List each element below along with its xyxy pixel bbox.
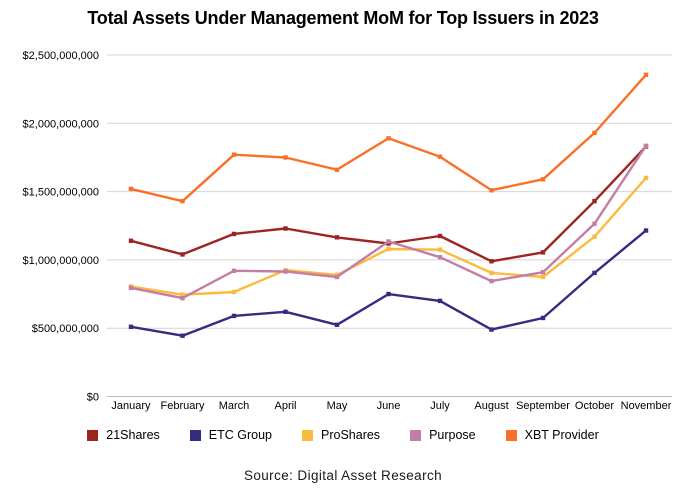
data-point-marker — [643, 175, 649, 181]
data-point-marker — [489, 327, 494, 332]
data-point-marker — [489, 259, 494, 264]
x-axis-tick-label: September — [516, 400, 570, 412]
data-point-marker — [643, 72, 649, 78]
data-point-marker — [489, 188, 494, 193]
legend-label: ProShares — [321, 428, 381, 442]
legend-swatch-icon — [87, 429, 99, 441]
x-axis-tick-label: February — [160, 400, 205, 412]
data-point-marker — [180, 295, 185, 301]
data-point-marker — [386, 291, 391, 297]
legend-label: Purpose — [429, 428, 476, 442]
x-axis-tick-label: April — [274, 400, 296, 412]
data-point-marker — [540, 250, 546, 255]
data-point-marker — [540, 315, 546, 321]
data-point-marker — [437, 298, 443, 304]
data-point-marker — [128, 285, 134, 291]
x-axis-tick-label: May — [327, 400, 348, 412]
data-point-marker — [128, 186, 134, 192]
data-point-marker — [180, 198, 185, 204]
data-point-marker — [592, 198, 597, 204]
chart-legend: 21Shares ETC Group ProShares Purpose XBT Pro… — [0, 428, 686, 442]
data-point-marker — [231, 313, 237, 319]
legend-swatch-icon — [505, 429, 517, 441]
y-axis-tick-label: $1,000,000,000 — [23, 255, 99, 267]
legend-item-proshares: ProShares — [302, 428, 380, 442]
y-axis-tick-label: $1,500,000,000 — [23, 187, 99, 199]
x-axis-tick-label: July — [430, 400, 450, 412]
y-axis-tick-label: $0 — [87, 392, 99, 404]
data-point-marker — [128, 238, 134, 243]
x-axis-tick-label: March — [219, 400, 250, 412]
x-axis-tick-label: August — [474, 400, 508, 412]
data-point-marker — [231, 231, 237, 237]
data-point-marker — [334, 235, 340, 240]
x-axis-tick-label: June — [377, 400, 401, 412]
data-point-marker — [180, 252, 185, 257]
legend-item-purpose: Purpose — [410, 428, 476, 442]
legend-label: XBT Provider — [524, 428, 599, 442]
data-point-marker — [540, 274, 546, 280]
legend-swatch-icon — [189, 429, 201, 441]
data-point-marker — [386, 246, 391, 252]
data-point-marker — [437, 154, 443, 159]
data-point-marker — [489, 278, 494, 284]
data-point-marker — [592, 234, 597, 239]
x-axis-tick-label: November — [621, 400, 672, 412]
data-point-marker — [231, 289, 237, 295]
data-point-marker — [334, 274, 340, 280]
legend-label: ETC Group — [208, 428, 272, 442]
data-point-marker — [643, 143, 649, 149]
data-point-marker — [334, 322, 340, 327]
data-point-marker — [283, 155, 288, 160]
y-axis-tick-label: $2,000,000,000 — [23, 118, 99, 130]
source-caption: Source: Digital Asset Research — [243, 468, 443, 483]
series-line-proshares — [129, 176, 648, 296]
data-point-marker — [540, 269, 546, 275]
data-point-marker — [231, 152, 237, 157]
data-point-marker — [437, 233, 443, 239]
data-point-marker — [592, 130, 597, 136]
data-point-marker — [437, 254, 443, 260]
data-point-marker — [592, 221, 597, 226]
data-point-marker — [489, 270, 494, 276]
data-point-marker — [283, 309, 288, 315]
data-point-marker — [540, 177, 546, 182]
data-point-marker — [180, 292, 185, 297]
data-point-marker — [283, 269, 288, 274]
legend-item-xbt-provider: XBT Provider — [505, 428, 599, 442]
x-axis-tick-label: January — [111, 400, 151, 412]
data-point-marker — [283, 226, 288, 231]
legend-label: 21Shares — [106, 428, 160, 442]
y-axis-tick-label: $500,000,000 — [32, 323, 99, 335]
data-point-marker — [592, 270, 597, 276]
line-chart-canvas: $0 $500,000,000 $1,000,000,000 $1,500,000,0… — [23, 50, 672, 412]
chart-title: Total Assets Under Management MoM for To… — [87, 8, 599, 28]
legend-item-21shares: 21Shares — [87, 428, 160, 442]
legend-swatch-icon — [410, 429, 422, 441]
data-point-marker — [180, 333, 185, 338]
legend-item-etc-group: ETC Group — [189, 428, 272, 442]
x-axis-tick-label: October — [575, 400, 614, 412]
y-axis-tick-label: $2,500,000,000 — [23, 50, 99, 62]
data-point-marker — [386, 136, 391, 141]
data-point-marker — [437, 247, 443, 252]
data-point-marker — [128, 324, 134, 330]
data-point-marker — [386, 239, 391, 244]
data-point-marker — [231, 268, 237, 274]
series-line-purpose — [129, 144, 648, 300]
data-point-marker — [643, 228, 649, 233]
legend-swatch-icon — [302, 429, 313, 441]
data-point-marker — [334, 167, 340, 172]
